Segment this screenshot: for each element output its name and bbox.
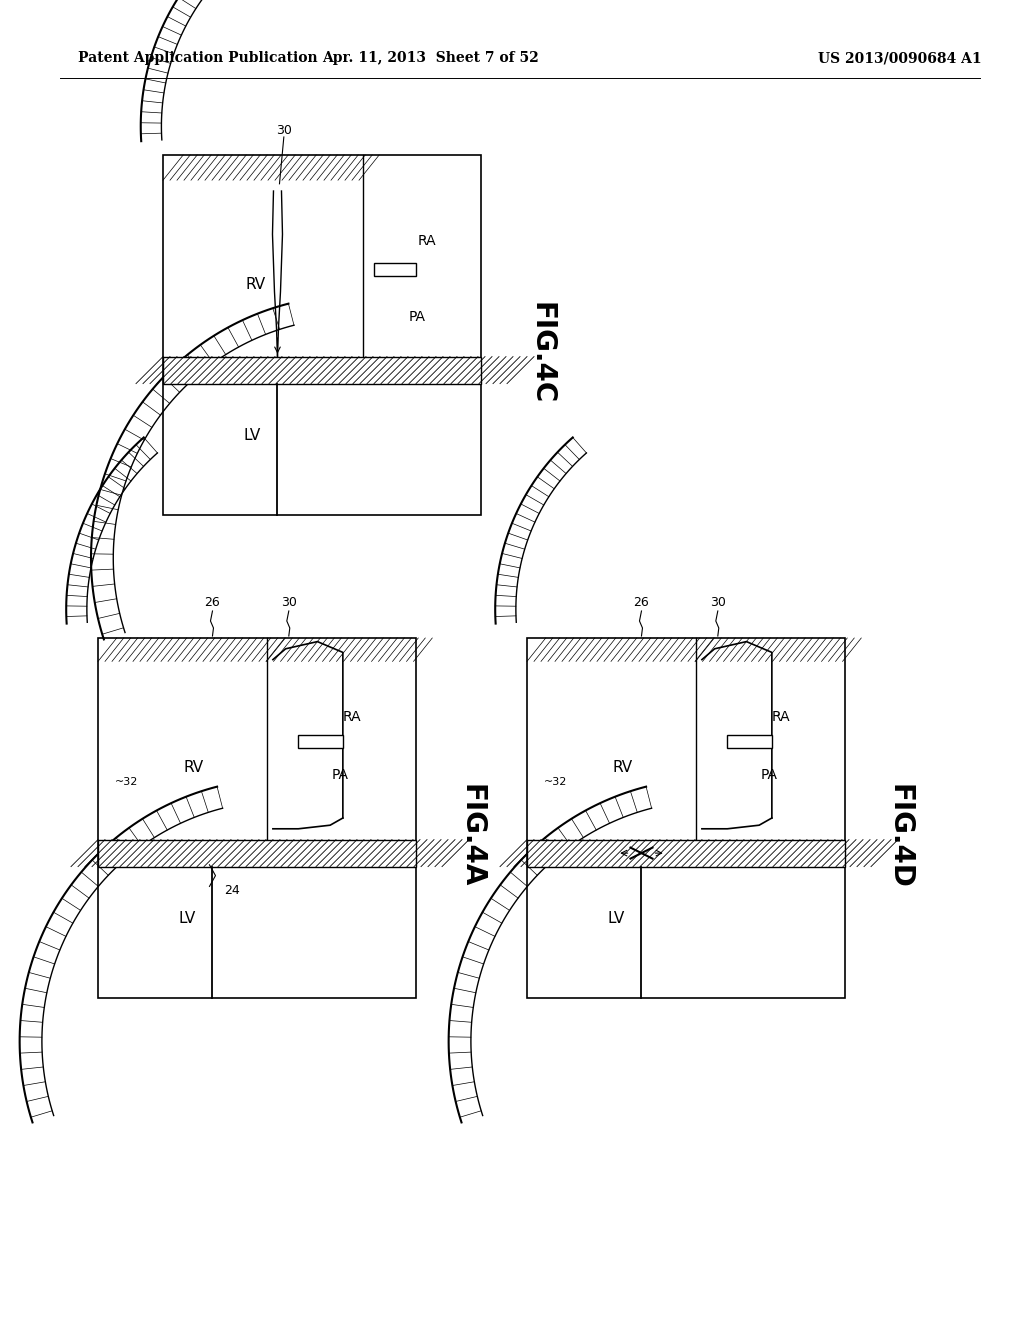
Bar bbox=[727, 735, 772, 748]
Text: FIG.4D: FIG.4D bbox=[886, 784, 914, 888]
Text: RA: RA bbox=[772, 710, 791, 725]
Text: 30: 30 bbox=[275, 124, 292, 136]
Text: US 2013/0090684 A1: US 2013/0090684 A1 bbox=[818, 51, 982, 65]
Text: 30: 30 bbox=[710, 597, 726, 610]
Text: LV: LV bbox=[178, 911, 196, 927]
Text: 24: 24 bbox=[223, 883, 240, 896]
Text: FIG.4C: FIG.4C bbox=[527, 302, 555, 404]
Text: FIG.4A: FIG.4A bbox=[457, 784, 485, 887]
Bar bbox=[98, 638, 416, 998]
Bar bbox=[527, 638, 845, 998]
Bar bbox=[163, 356, 481, 384]
Bar bbox=[298, 735, 343, 748]
Text: 26: 26 bbox=[205, 597, 220, 610]
Text: RV: RV bbox=[612, 760, 633, 775]
Text: PA: PA bbox=[331, 768, 348, 781]
Text: Apr. 11, 2013  Sheet 7 of 52: Apr. 11, 2013 Sheet 7 of 52 bbox=[322, 51, 539, 65]
Text: LV: LV bbox=[607, 911, 625, 927]
Bar bbox=[163, 154, 481, 515]
Bar bbox=[527, 840, 845, 867]
Text: PA: PA bbox=[409, 310, 426, 323]
Text: ~32: ~32 bbox=[115, 777, 138, 787]
Text: 26: 26 bbox=[634, 597, 649, 610]
Text: RA: RA bbox=[343, 710, 361, 725]
Text: RV: RV bbox=[245, 277, 265, 292]
Text: Patent Application Publication: Patent Application Publication bbox=[78, 51, 317, 65]
Text: ~32: ~32 bbox=[544, 777, 567, 787]
Text: LV: LV bbox=[244, 428, 261, 444]
Text: PA: PA bbox=[760, 768, 777, 781]
Bar bbox=[375, 263, 416, 276]
Bar bbox=[98, 840, 416, 867]
Text: RV: RV bbox=[183, 760, 204, 775]
Text: 30: 30 bbox=[281, 597, 297, 610]
Text: RA: RA bbox=[418, 235, 436, 248]
